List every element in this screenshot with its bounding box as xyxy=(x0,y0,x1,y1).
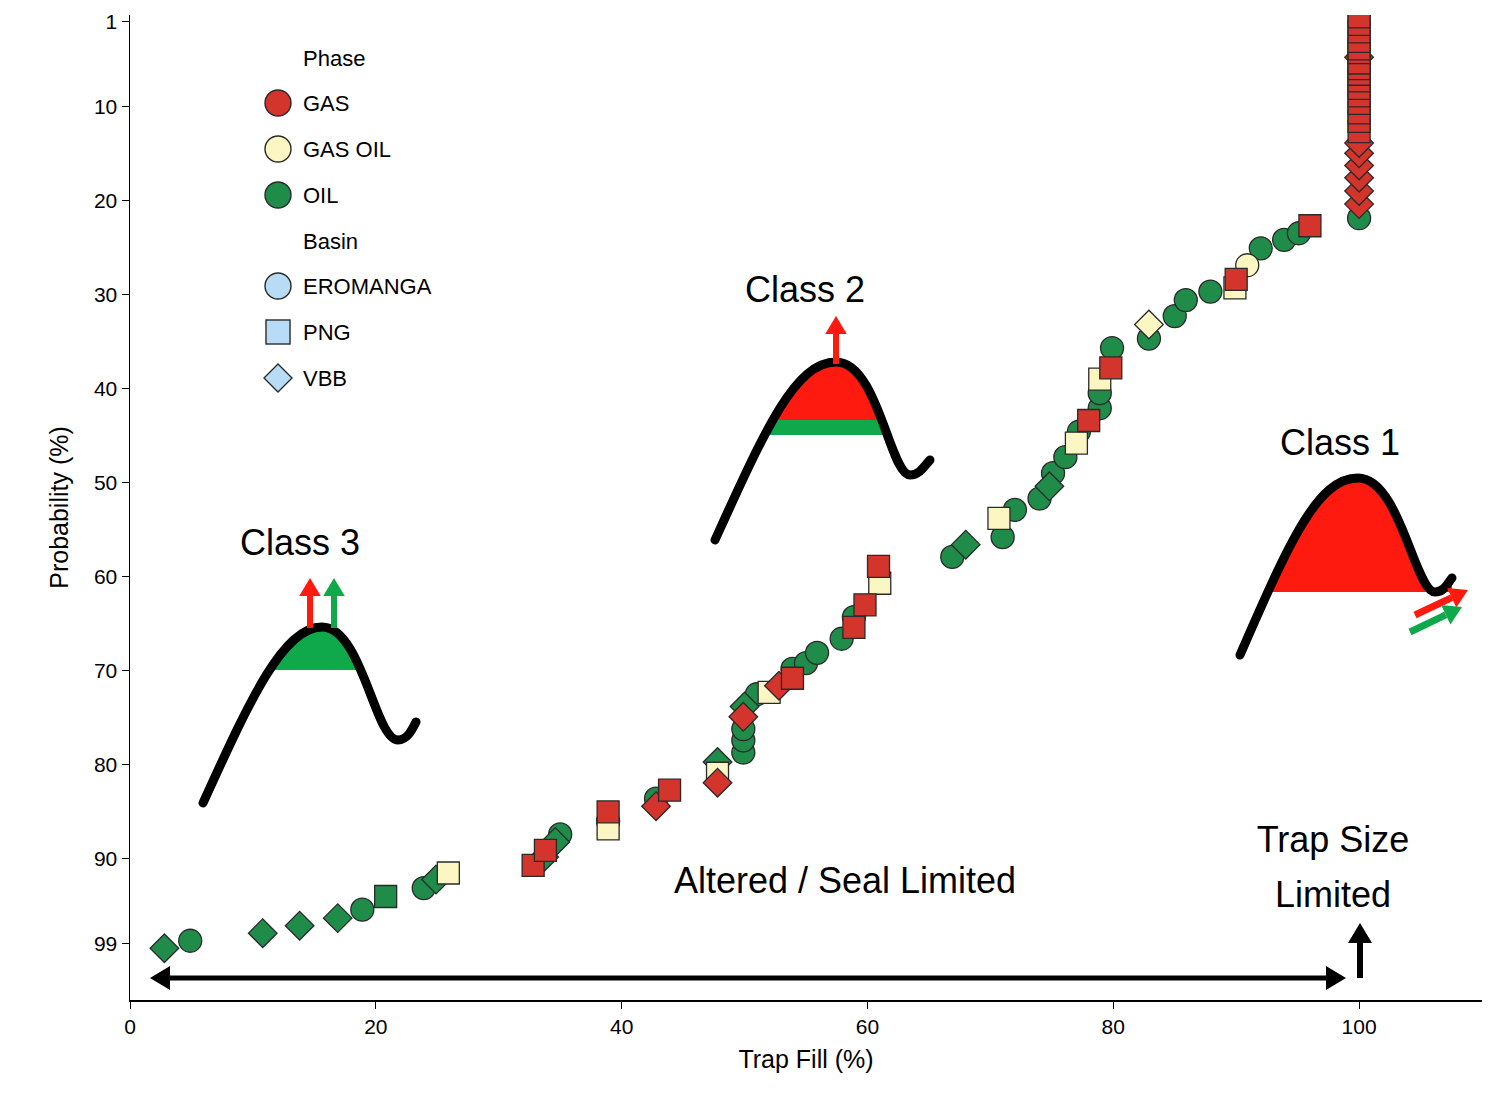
svg-text:Phase: Phase xyxy=(303,46,365,71)
svg-text:100: 100 xyxy=(1342,1015,1377,1038)
svg-text:20: 20 xyxy=(94,189,117,212)
svg-text:30: 30 xyxy=(94,283,117,306)
svg-text:VBB: VBB xyxy=(303,366,347,391)
svg-text:0: 0 xyxy=(124,1015,136,1038)
svg-text:20: 20 xyxy=(364,1015,387,1038)
svg-text:GAS OIL: GAS OIL xyxy=(303,137,391,162)
svg-text:40: 40 xyxy=(94,377,117,400)
svg-text:90: 90 xyxy=(94,847,117,870)
svg-text:OIL: OIL xyxy=(303,183,338,208)
svg-text:60: 60 xyxy=(94,565,117,588)
svg-text:40: 40 xyxy=(610,1015,633,1038)
svg-text:Trap Fill (%): Trap Fill (%) xyxy=(738,1045,873,1073)
svg-text:Class 3: Class 3 xyxy=(240,522,360,563)
svg-text:Probability (%): Probability (%) xyxy=(45,426,73,589)
svg-text:99: 99 xyxy=(94,932,117,955)
svg-text:60: 60 xyxy=(856,1015,879,1038)
svg-text:Limited: Limited xyxy=(1275,874,1391,915)
svg-text:PNG: PNG xyxy=(303,320,351,345)
svg-text:50: 50 xyxy=(94,471,117,494)
svg-text:GAS: GAS xyxy=(303,91,349,116)
svg-text:70: 70 xyxy=(94,659,117,682)
svg-text:Class 1: Class 1 xyxy=(1280,422,1400,463)
svg-text:Trap Size: Trap Size xyxy=(1257,819,1410,860)
svg-text:Altered / Seal Limited: Altered / Seal Limited xyxy=(674,860,1016,901)
svg-text:Class 2: Class 2 xyxy=(745,269,865,310)
svg-text:80: 80 xyxy=(1102,1015,1125,1038)
svg-text:Basin: Basin xyxy=(303,229,358,254)
svg-text:EROMANGA: EROMANGA xyxy=(303,274,432,299)
svg-text:10: 10 xyxy=(94,95,117,118)
svg-text:1: 1 xyxy=(106,10,118,33)
svg-text:80: 80 xyxy=(94,753,117,776)
